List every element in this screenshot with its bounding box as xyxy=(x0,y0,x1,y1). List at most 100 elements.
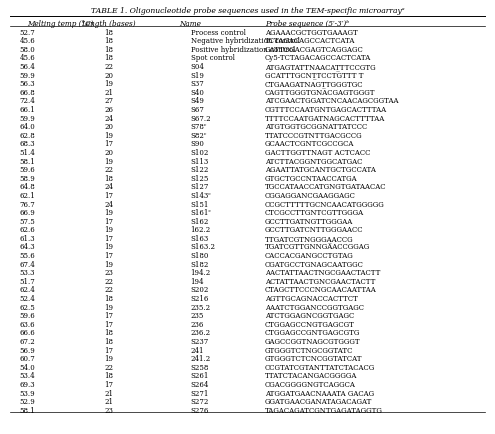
Text: 54.0: 54.0 xyxy=(19,364,35,372)
Text: S113: S113 xyxy=(191,158,209,165)
Text: 57.5: 57.5 xyxy=(19,218,35,226)
Text: 19: 19 xyxy=(104,80,113,88)
Text: S127: S127 xyxy=(191,183,209,191)
Text: ACTATTAACTGNCGAACTACTT: ACTATTAACTGNCGAACTACTT xyxy=(265,278,375,286)
Text: 52.7: 52.7 xyxy=(19,29,35,36)
Text: S122: S122 xyxy=(191,166,209,174)
Text: 59.6: 59.6 xyxy=(19,312,35,320)
Text: 18: 18 xyxy=(104,46,113,54)
Text: S271: S271 xyxy=(191,390,209,398)
Text: CCGCTTTTTGCNCAACATGGGGG: CCGCTTTTTGCNCAACATGGGGG xyxy=(265,201,385,208)
Text: 22: 22 xyxy=(104,286,113,294)
Text: GTGGGTCTNGCGGTATC: GTGGGTCTNGCGGTATC xyxy=(265,347,353,355)
Text: 53.9: 53.9 xyxy=(19,390,35,398)
Text: 64.0: 64.0 xyxy=(19,123,35,131)
Text: S04: S04 xyxy=(191,63,204,71)
Text: S40: S40 xyxy=(191,89,204,97)
Text: 56.9: 56.9 xyxy=(19,347,35,355)
Text: 62.1: 62.1 xyxy=(19,192,35,200)
Text: 236: 236 xyxy=(191,321,204,329)
Text: 17: 17 xyxy=(104,192,113,200)
Text: 61.3: 61.3 xyxy=(19,235,35,243)
Text: 64.3: 64.3 xyxy=(19,243,35,251)
Text: 21: 21 xyxy=(104,89,113,97)
Text: 59.9: 59.9 xyxy=(19,72,35,79)
Text: 62.6: 62.6 xyxy=(19,226,35,234)
Text: 76.7: 76.7 xyxy=(19,201,35,208)
Text: TABLE 1. Oligonucleotide probe sequences used in the TEM-specific microarrayᵃ: TABLE 1. Oligonucleotide probe sequences… xyxy=(91,7,404,15)
Text: 66.9: 66.9 xyxy=(19,209,35,217)
Text: 55.6: 55.6 xyxy=(19,252,35,260)
Text: 51.7: 51.7 xyxy=(19,278,35,286)
Text: 21: 21 xyxy=(104,398,113,406)
Text: 72.4: 72.4 xyxy=(19,97,35,105)
Text: 60.7: 60.7 xyxy=(19,355,35,363)
Text: GCAACTCGNTCGCCGCA: GCAACTCGNTCGCCGCA xyxy=(265,140,354,148)
Text: S261: S261 xyxy=(191,372,209,380)
Text: TGCCATAACCATGNGTGATAACAC: TGCCATAACCATGNGTGATAACAC xyxy=(265,183,386,191)
Text: 66.8: 66.8 xyxy=(19,89,35,97)
Text: S102: S102 xyxy=(191,149,209,157)
Text: CTGGAGCCGNTGAGCGTG: CTGGAGCCGNTGAGCGTG xyxy=(265,329,360,337)
Text: 18: 18 xyxy=(104,54,113,62)
Text: 241: 241 xyxy=(191,347,204,355)
Text: 19: 19 xyxy=(104,132,113,140)
Text: GAGCCGGTNAGCGTGGGT: GAGCCGGTNAGCGTGGGT xyxy=(265,338,360,346)
Text: TTTTCCAATGATNAGCACTTTTAA: TTTTCCAATGATNAGCACTTTTAA xyxy=(265,115,385,122)
Text: 19: 19 xyxy=(104,158,113,165)
Text: 24: 24 xyxy=(104,115,113,122)
Text: 17: 17 xyxy=(104,218,113,226)
Text: S67.2: S67.2 xyxy=(191,115,211,122)
Text: S163.2: S163.2 xyxy=(191,243,216,251)
Text: 241.2: 241.2 xyxy=(191,355,211,363)
Text: 22: 22 xyxy=(104,364,113,372)
Text: 19: 19 xyxy=(104,226,113,234)
Text: 18: 18 xyxy=(104,338,113,346)
Text: 17: 17 xyxy=(104,321,113,329)
Text: 24: 24 xyxy=(104,183,113,191)
Text: S143ᶜ: S143ᶜ xyxy=(191,192,211,200)
Text: 22: 22 xyxy=(104,278,113,286)
Text: 21: 21 xyxy=(104,390,113,398)
Text: 63.6: 63.6 xyxy=(19,321,35,329)
Text: Spot control: Spot control xyxy=(191,54,235,62)
Text: 235: 235 xyxy=(191,312,204,320)
Text: 26: 26 xyxy=(104,106,113,114)
Text: 194: 194 xyxy=(191,278,204,286)
Text: 56.3: 56.3 xyxy=(19,80,35,88)
Text: CGGAGGANCGAAGGAGC: CGGAGGANCGAAGGAGC xyxy=(265,192,356,200)
Text: 59.9: 59.9 xyxy=(19,115,35,122)
Text: AGAATTATGCANTGCTGCCATA: AGAATTATGCANTGCTGCCATA xyxy=(265,166,376,174)
Text: S90: S90 xyxy=(191,140,204,148)
Text: 52.9: 52.9 xyxy=(19,398,35,406)
Text: 17: 17 xyxy=(104,252,113,260)
Text: Name: Name xyxy=(180,20,201,28)
Text: 19: 19 xyxy=(104,209,113,217)
Text: AGTTGCAGNACCACTTCT: AGTTGCAGNACCACTTCT xyxy=(265,295,358,303)
Text: GATTGGACGAGTCAGGAGC: GATTGGACGAGTCAGGAGC xyxy=(265,46,363,54)
Text: 64.8: 64.8 xyxy=(19,183,35,191)
Text: 18: 18 xyxy=(104,295,113,303)
Text: S258: S258 xyxy=(191,364,209,372)
Text: AGAAACGCTGGTGAAAGT: AGAAACGCTGGTGAAAGT xyxy=(265,29,357,36)
Text: S67: S67 xyxy=(191,106,204,114)
Text: Melting temp (°C): Melting temp (°C) xyxy=(27,20,94,28)
Text: AAATCTGGANCCGGTGAGC: AAATCTGGANCCGGTGAGC xyxy=(265,304,364,312)
Text: CACCACGANGCCTGTAG: CACCACGANGCCTGTAG xyxy=(265,252,353,260)
Text: TAGACAGATCGNTGAGATAGGTG: TAGACAGATCGNTGAGATAGGTG xyxy=(265,407,383,415)
Text: CTGGAGCCNGTGAGCGT: CTGGAGCCNGTGAGCGT xyxy=(265,321,355,329)
Text: TCTAGACAGCCACTCATA: TCTAGACAGCCACTCATA xyxy=(265,37,355,45)
Text: S19: S19 xyxy=(191,72,204,79)
Text: CGATGCCTGNAGCAATGGC: CGATGCCTGNAGCAATGGC xyxy=(265,261,364,269)
Text: CAGTTGGGTGNACGAGTGGGT: CAGTTGGGTGNACGAGTGGGT xyxy=(265,89,375,97)
Text: TGATCGTTGNNGAACCGGAG: TGATCGTTGNNGAACCGGAG xyxy=(265,243,370,251)
Text: 58.1: 58.1 xyxy=(19,407,35,415)
Text: ATGAGTATTNAACAT̲TTCCGTG: ATGAGTATTNAACAT̲TTCCGTG xyxy=(265,63,375,71)
Text: 24: 24 xyxy=(104,201,113,208)
Text: CTAGCTTCCCNGCAACAATTAA: CTAGCTTCCCNGCAACAATTAA xyxy=(265,286,377,294)
Text: 58.0: 58.0 xyxy=(19,46,35,54)
Text: 45.6: 45.6 xyxy=(19,37,35,45)
Text: AACTATTAACTNGCGAACTACTT: AACTATTAACTNGCGAACTACTT xyxy=(265,269,380,277)
Text: CTGAAGATNAGT̲TGGGTGC: CTGAAGATNAGT̲TGGGTGC xyxy=(265,80,363,88)
Text: 20: 20 xyxy=(104,123,113,131)
